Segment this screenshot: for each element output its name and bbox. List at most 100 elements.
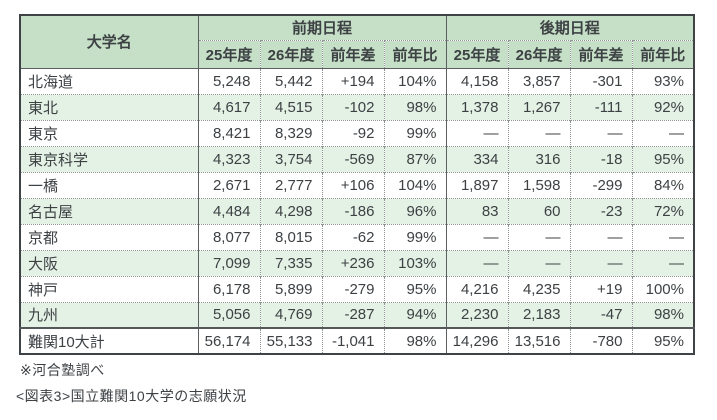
value-cell: 4,323: [197, 145, 260, 172]
value-cell: 60: [507, 197, 570, 224]
value-cell: -780: [569, 327, 632, 354]
col-header-first-y26: 26年度: [259, 39, 322, 68]
value-cell: 5,248: [197, 67, 260, 94]
col-header-first-diff: 前年差: [321, 39, 384, 68]
value-cell: —: [445, 119, 508, 146]
value-cell: -1,041: [321, 327, 384, 354]
university-name: 北海道: [20, 67, 199, 94]
table-row: 東京科学 4,323 3,754 -569 87% 334 316 -18 95%: [20, 145, 694, 172]
value-cell: 98%: [383, 93, 446, 120]
value-cell: 56,174: [197, 327, 260, 354]
applications-table: 大学名 前期日程 後期日程 25年度 26年度 前年差 前年比 25年度 26年…: [19, 14, 695, 355]
value-cell: 4,484: [197, 197, 260, 224]
value-cell: 103%: [383, 249, 446, 276]
value-cell: -18: [569, 145, 632, 172]
value-cell: 99%: [383, 223, 446, 250]
value-cell: 1,378: [445, 93, 508, 120]
table-row: 北海道 5,248 5,442 +194 104% 4,158 3,857 -301 93%: [20, 67, 694, 94]
value-cell: 94%: [383, 301, 446, 328]
value-cell: -47: [569, 301, 632, 328]
university-name: 東京科学: [20, 145, 199, 172]
figure-caption: <図表3>国立難関10大学の志願状況: [16, 388, 247, 404]
col-header-second-ratio: 前年比: [631, 39, 694, 68]
col-header-university: 大学名: [20, 15, 199, 68]
table-row: 東北 4,617 4,515 -102 98% 1,378 1,267 -111 92%: [20, 93, 694, 120]
value-cell: 316: [507, 145, 570, 172]
value-cell: 3,857: [507, 67, 570, 94]
value-cell: 13,516: [507, 327, 570, 354]
value-cell: —: [445, 249, 508, 276]
value-cell: 4,617: [197, 93, 260, 120]
value-cell: +194: [321, 67, 384, 94]
value-cell: —: [631, 249, 694, 276]
value-cell: -186: [321, 197, 384, 224]
value-cell: 93%: [631, 67, 694, 94]
university-name: 京都: [20, 223, 199, 250]
value-cell: 8,329: [259, 119, 322, 146]
table-row: 難関10大計 56,174 55,133 -1,041 98% 14,296 13,516-…: [20, 327, 694, 354]
value-cell: 4,235: [507, 275, 570, 302]
value-cell: -299: [569, 171, 632, 198]
table-header: 大学名 前期日程 後期日程 25年度 26年度 前年差 前年比 25年度 26年…: [20, 15, 694, 68]
value-cell: 104%: [383, 67, 446, 94]
value-cell: 4,515: [259, 93, 322, 120]
col-header-first-ratio: 前年比: [383, 39, 446, 68]
value-cell: 7,099: [197, 249, 260, 276]
value-cell: 3,754: [259, 145, 322, 172]
table-row: 九州 5,056 4,769 -287 94% 2,230 2,183 -47 98%: [20, 301, 694, 328]
value-cell: 104%: [383, 171, 446, 198]
table-body: 北海道 5,248 5,442 +194 104% 4,158 3,857 -301 93% 東北…: [20, 67, 694, 354]
value-cell: -287: [321, 301, 384, 328]
value-cell: 98%: [383, 327, 446, 354]
value-cell: 1,897: [445, 171, 508, 198]
university-name: 九州: [20, 301, 199, 328]
value-cell: 96%: [383, 197, 446, 224]
value-cell: +236: [321, 249, 384, 276]
value-cell: 87%: [383, 145, 446, 172]
value-cell: -301: [569, 67, 632, 94]
col-header-second-diff: 前年差: [569, 39, 632, 68]
value-cell: 2,777: [259, 171, 322, 198]
university-name: 大阪: [20, 249, 199, 276]
value-cell: 92%: [631, 93, 694, 120]
value-cell: 1,598: [507, 171, 570, 198]
value-cell: —: [569, 119, 632, 146]
value-cell: 8,421: [197, 119, 260, 146]
table-row: 東京 8,421 8,329 -92 99% — — — —: [20, 119, 694, 146]
value-cell: 95%: [631, 327, 694, 354]
value-cell: 6,178: [197, 275, 260, 302]
value-cell: 98%: [631, 301, 694, 328]
value-cell: -569: [321, 145, 384, 172]
value-cell: 55,133: [259, 327, 322, 354]
value-cell: —: [569, 249, 632, 276]
value-cell: -92: [321, 119, 384, 146]
value-cell: —: [631, 119, 694, 146]
value-cell: 8,015: [259, 223, 322, 250]
table-header-group-row: 大学名 前期日程 後期日程: [20, 15, 694, 68]
value-cell: —: [507, 119, 570, 146]
table-row: 名古屋 4,484 4,298 -186 96% 83 60 -23 72%: [20, 197, 694, 224]
value-cell: 4,769: [259, 301, 322, 328]
value-cell: 4,216: [445, 275, 508, 302]
col-header-second-schedule: 後期日程: [445, 15, 694, 40]
value-cell: 7,335: [259, 249, 322, 276]
value-cell: 72%: [631, 197, 694, 224]
value-cell: -102: [321, 93, 384, 120]
value-cell: —: [569, 223, 632, 250]
value-cell: 95%: [631, 145, 694, 172]
value-cell: 83: [445, 197, 508, 224]
value-cell: —: [507, 223, 570, 250]
value-cell: 4,158: [445, 67, 508, 94]
value-cell: 5,056: [197, 301, 260, 328]
value-cell: -279: [321, 275, 384, 302]
university-name: 神戸: [20, 275, 199, 302]
value-cell: +19: [569, 275, 632, 302]
col-header-first-y25: 25年度: [198, 39, 260, 68]
value-cell: 2,230: [445, 301, 508, 328]
value-cell: 1,267: [507, 93, 570, 120]
value-cell: —: [631, 223, 694, 250]
value-cell: 99%: [383, 119, 446, 146]
table-row: 大阪 7,099 7,335 +236 103% — — — —: [20, 249, 694, 276]
value-cell: 100%: [631, 275, 694, 302]
